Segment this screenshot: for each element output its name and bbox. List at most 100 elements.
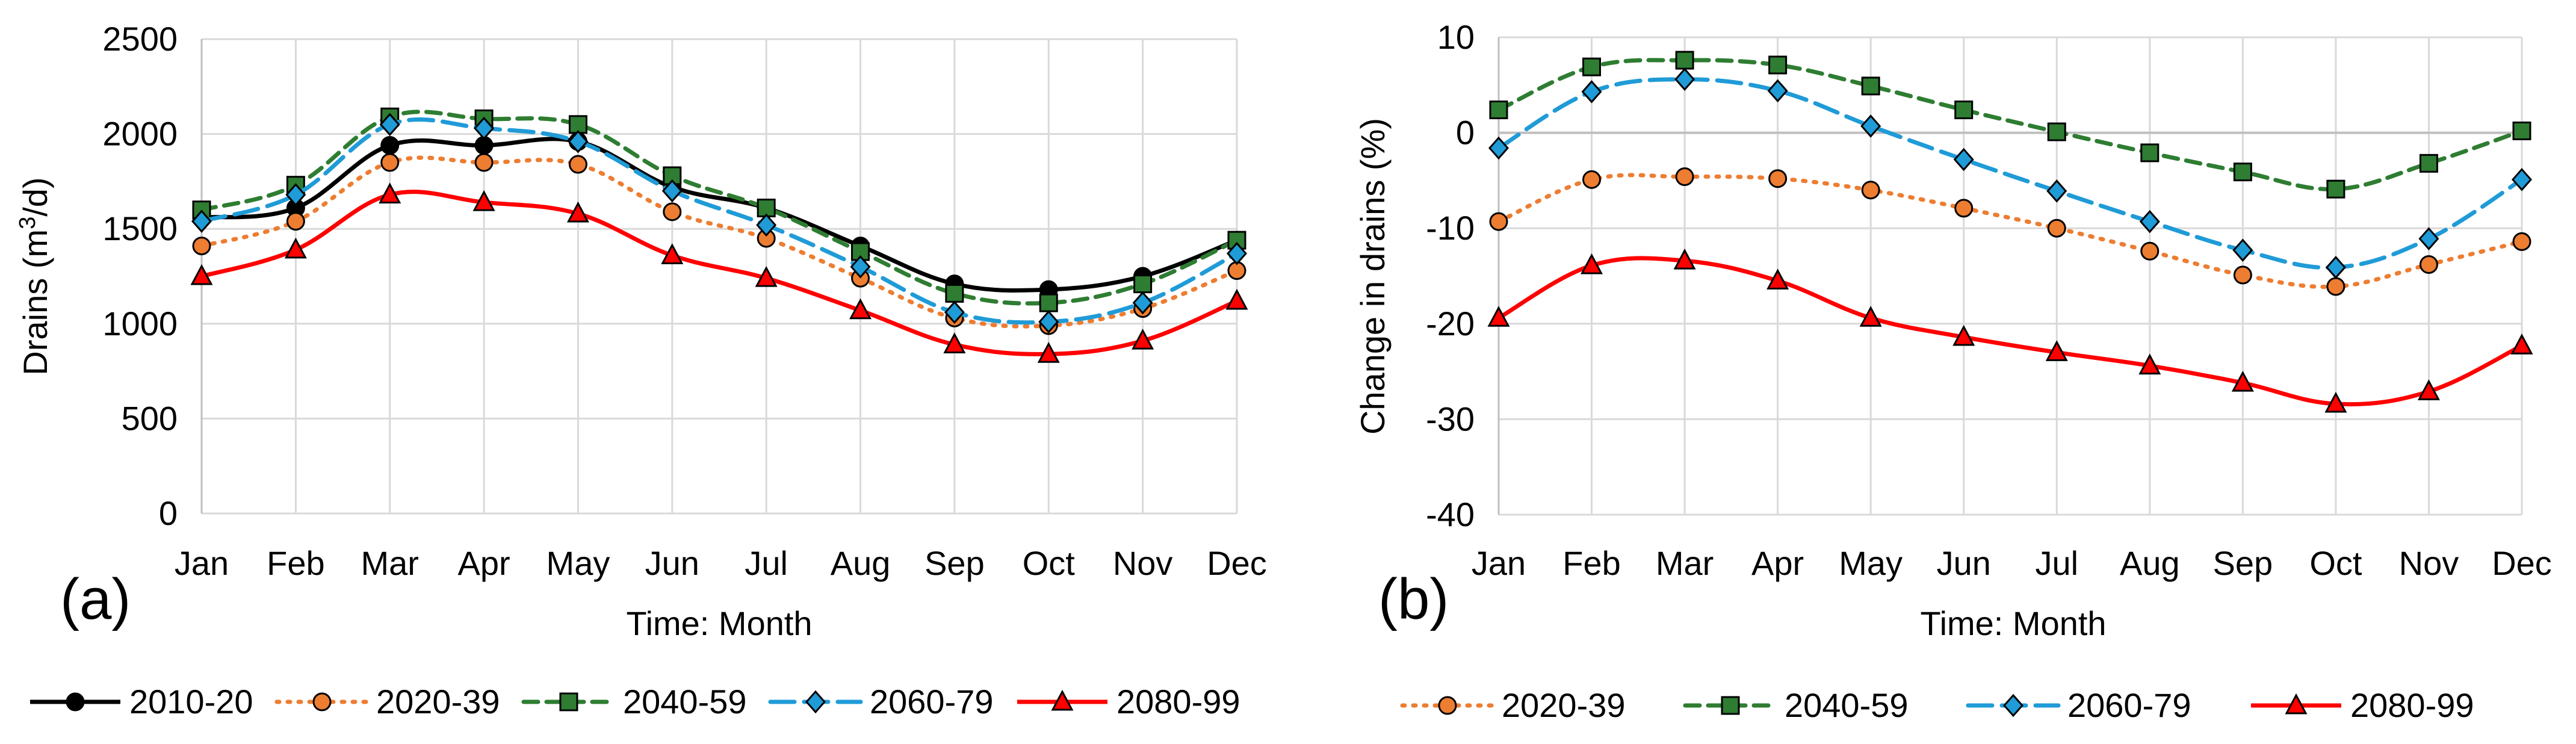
data-point-2020-39 [2512,232,2531,251]
legend-item-2060-79: 2060-79 [1966,686,2191,724]
legend-label: 2080-99 [1116,683,1240,721]
panel-label-b: (b) [1378,567,1449,631]
y-tick-label: -40 [1426,495,1475,533]
x-tick-label: Mar [361,544,419,582]
chart-panel-b: -40 -30 -20 -10 0 10 Jan Feb Mar Apr May Jun Jul Aug S… [1354,18,2552,642]
data-point-2080-99 [1225,288,1248,310]
x-tick-label: Feb [1562,544,1621,582]
x-tick-label: Jul [745,544,788,582]
data-point-2080-99 [1037,342,1060,363]
data-point-2020-39 [1768,169,1788,188]
data-point-2080-99 [1766,268,1789,290]
legend-b: 2020-39 2040-59 2060-79 2080-99 [1400,686,2474,724]
data-point-2060-79 [2511,168,2533,191]
x-tick-label: Feb [267,544,325,582]
data-point-2060-79 [1860,114,1881,138]
series-2020-39 [192,153,1246,335]
data-point-2020-39 [2047,219,2066,238]
legend-marker [2285,693,2308,715]
data-point-2040-59 [1954,101,1974,120]
data-point-2020-39 [2233,265,2252,285]
data-point-2080-99 [284,237,307,259]
data-point-2060-79 [1132,291,1153,315]
data-point-2060-79 [661,179,683,203]
x-tick-label: Oct [1023,544,1076,582]
data-point-2040-59 [1133,274,1153,294]
data-point-2020-39 [2419,255,2438,274]
x-tick-label: Jan [1472,544,1526,582]
data-point-2080-99 [1487,306,1510,327]
data-point-2080-99 [1952,324,1975,346]
legend-marker [312,692,332,711]
data-point-2020-39 [1489,212,1508,231]
legend-label: 2060-79 [2067,686,2191,724]
y-tick-label: 1500 [102,209,178,247]
data-point-2020-39 [1861,181,1880,200]
data-point-2040-59 [2233,163,2252,182]
legend-item-2020-39: 2020-39 [274,683,500,721]
data-point-2040-59 [945,284,964,303]
data-point-2040-59 [1582,57,1602,76]
series-line-2060-79 [1496,77,2524,270]
data-point-2080-99 [472,190,495,211]
x-tick-label: May [1839,544,1903,582]
legend-item-2080-99: 2080-99 [2251,686,2474,724]
data-point-2060-79 [285,183,306,206]
x-tick-label: Sep [2213,544,2273,582]
data-point-2060-79 [2232,238,2253,262]
x-tick-label: Oct [2309,544,2362,582]
y-tick-label: -20 [1426,305,1475,343]
data-point-2060-79 [2325,255,2346,279]
x-tick-label: Dec [1207,544,1267,582]
y-tick-label: 1000 [102,305,178,343]
x-tick-label: Mar [1656,544,1714,582]
data-point-2080-99 [661,243,684,264]
series-line-2040-59 [199,110,1239,306]
x-tick-label: Apr [1751,544,1804,582]
legend-marker [805,690,826,714]
legend-item-2060-79: 2060-79 [768,683,994,721]
legend-label: 2080-99 [2350,686,2474,724]
data-point-2020-39 [286,212,305,231]
series-2080-99 [190,182,1248,363]
legend-item-2040-59: 2040-59 [521,683,747,721]
data-point-2040-59 [2512,121,2531,140]
series-2020-39 [1489,167,2531,296]
data-point-2060-79 [850,255,871,279]
series-2060-79 [191,113,1248,333]
data-point-2010-20 [380,136,400,155]
series-2040-59 [1489,51,2531,199]
series-2060-79 [1488,67,2533,279]
data-point-2040-59 [663,166,682,185]
data-point-2080-99 [849,298,872,320]
x-tick-label: Aug [2120,544,2180,582]
data-point-2020-39 [380,153,400,172]
data-point-2060-79 [1953,147,1974,172]
x-tick-label: Jan [175,544,229,582]
data-point-2020-39 [2326,277,2345,296]
legend-marker [66,692,85,711]
legend-label: 2020-39 [1502,686,1626,724]
x-tick-label: Aug [831,544,891,582]
series-line-2020-39 [1496,173,2524,289]
data-point-2060-79 [2046,179,2067,203]
panel-label-a: (a) [60,567,131,631]
legend-label: 2040-59 [623,683,747,721]
legend-label: 2040-59 [1785,686,1909,724]
y-tick-label: 2000 [102,115,178,153]
y-axis-label: Change in drains (%) [1354,118,1392,435]
series-line-2080-99 [201,190,1238,356]
data-point-2080-99 [2138,353,2161,375]
legend-marker [1438,696,1457,715]
y-tick-label: 0 [1456,114,1475,152]
x-tick-label: Apr [458,544,510,582]
x-tick-label: Nov [1113,544,1173,582]
data-point-2080-99 [2231,370,2254,392]
series-2080-99 [1487,248,2533,413]
data-point-2060-79 [474,116,495,140]
data-point-2020-39 [1582,170,1602,189]
series-line-2020-39 [199,155,1239,329]
x-tick-label: Nov [2399,544,2459,582]
x-tick-label: Jun [1937,544,1991,582]
data-point-2040-59 [1675,51,1694,70]
